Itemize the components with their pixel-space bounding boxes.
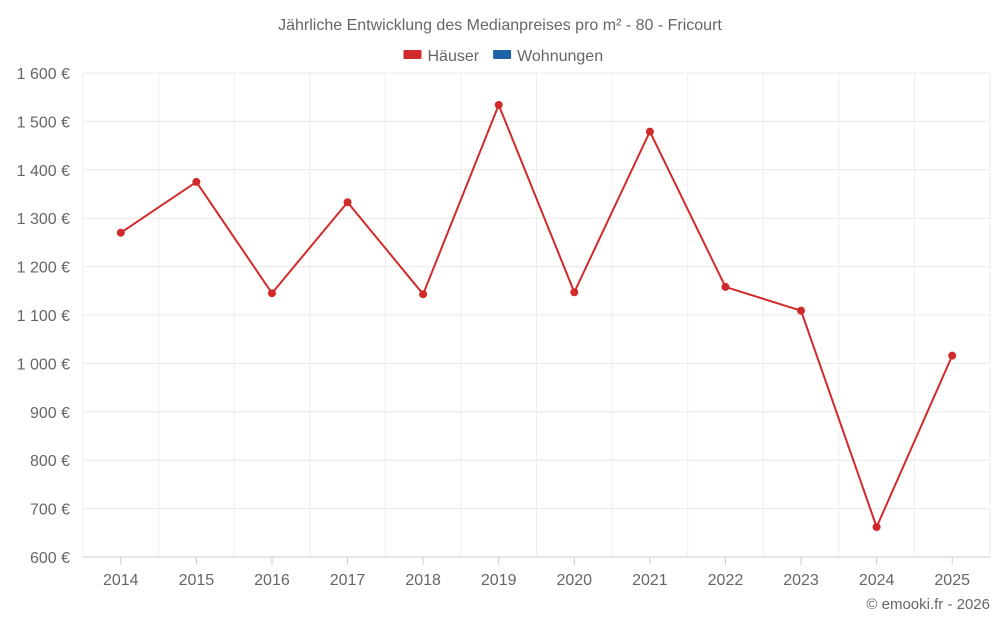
- x-tick-label: 2022: [708, 572, 744, 589]
- data-point: [494, 100, 503, 109]
- y-tick-label: 1 400 €: [17, 163, 70, 180]
- data-point: [192, 177, 201, 186]
- data-point: [267, 289, 276, 298]
- series-layer: [116, 100, 957, 531]
- legend-item-2: Wohnungen: [493, 48, 603, 65]
- y-tick-label: 1 200 €: [17, 260, 70, 277]
- x-tick-label: 2018: [405, 572, 441, 589]
- data-point: [116, 228, 125, 237]
- data-point: [645, 127, 654, 136]
- data-point: [570, 288, 579, 297]
- legend-swatch: [493, 50, 512, 59]
- grid-lines: [82, 72, 991, 558]
- y-tick-label: 1 500 €: [17, 114, 70, 131]
- x-tick-label: 2021: [632, 572, 668, 589]
- legend-item-1: Häuser: [403, 48, 480, 65]
- y-tick-label: 700 €: [30, 502, 70, 519]
- x-axis: 2014 2015 2016 2017 2018 2019 2020 2021 2022 2023…: [83, 556, 990, 589]
- y-tick-label: 1 600 €: [17, 66, 70, 83]
- x-tick-label: 2016: [254, 572, 290, 589]
- y-tick-label: 600 €: [30, 550, 70, 567]
- legend-label: Wohnungen: [517, 48, 603, 65]
- legend-swatch: [403, 50, 422, 59]
- chart-title: Jährliche Entwicklung des Medianpreises …: [278, 17, 722, 34]
- x-tick-label: 2019: [481, 572, 517, 589]
- y-tick-label: 1 300 €: [17, 211, 70, 228]
- x-tick-label: 2023: [783, 572, 819, 589]
- data-point: [797, 306, 806, 315]
- data-point: [343, 198, 352, 207]
- y-tick-label: 900 €: [30, 405, 70, 422]
- y-tick-label: 1 100 €: [17, 308, 70, 325]
- series-line-1: [120, 103, 954, 528]
- data-point: [948, 351, 957, 360]
- credit-text: © emooki.fr - 2026: [866, 596, 990, 613]
- x-tick-label: 2014: [103, 572, 139, 589]
- y-tick-label: 800 €: [30, 453, 70, 470]
- x-tick-label: 2020: [556, 572, 592, 589]
- y-axis: 600 € 700 € 800 € 900 € 1 000 € 1 100 € 1 200 …: [17, 66, 70, 567]
- legend-label: Häuser: [428, 48, 480, 65]
- data-point: [419, 290, 428, 299]
- x-tick-label: 2017: [330, 572, 366, 589]
- x-tick-label: 2015: [179, 572, 215, 589]
- data-point: [872, 522, 881, 531]
- x-tick-label: 2025: [934, 572, 970, 589]
- legend: Häuser Wohnungen: [403, 48, 603, 65]
- y-tick-label: 1 000 €: [17, 356, 70, 373]
- data-point: [721, 282, 730, 291]
- x-tick-label: 2024: [859, 572, 895, 589]
